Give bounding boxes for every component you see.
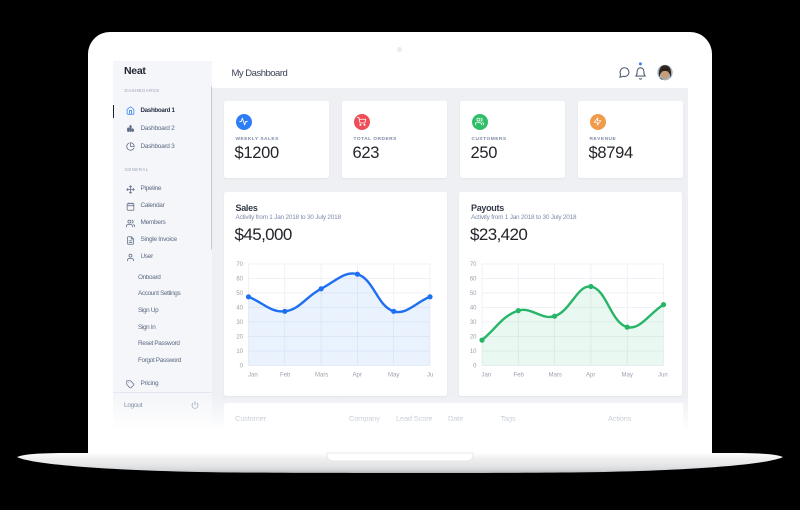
svg-text:May: May [388,373,399,379]
svg-text:Feb: Feb [514,373,525,379]
svg-text:10: 10 [236,349,243,355]
svg-text:Apr: Apr [586,373,595,379]
svg-text:Mars: Mars [315,373,328,379]
svg-text:10: 10 [470,349,477,355]
svg-text:60: 60 [470,277,477,283]
svg-text:60: 60 [236,277,243,283]
svg-text:70: 70 [236,262,243,268]
svg-text:Jan: Jan [248,373,258,379]
svg-text:30: 30 [236,320,243,326]
svg-text:50: 50 [236,291,243,297]
svg-text:20: 20 [236,335,243,341]
svg-text:Ju: Ju [427,373,433,379]
svg-text:May: May [622,373,633,379]
svg-text:0: 0 [239,364,243,370]
svg-text:Apr: Apr [352,373,361,379]
svg-text:30: 30 [470,320,477,326]
svg-text:Mars: Mars [549,373,562,379]
svg-text:Jun: Jun [658,373,668,379]
svg-text:Feb: Feb [280,373,291,379]
svg-text:0: 0 [473,364,477,370]
svg-text:40: 40 [470,306,477,312]
svg-text:Jan: Jan [482,373,492,379]
svg-text:70: 70 [470,262,477,268]
svg-text:20: 20 [470,335,477,341]
svg-text:50: 50 [470,291,477,297]
svg-text:40: 40 [236,306,243,312]
